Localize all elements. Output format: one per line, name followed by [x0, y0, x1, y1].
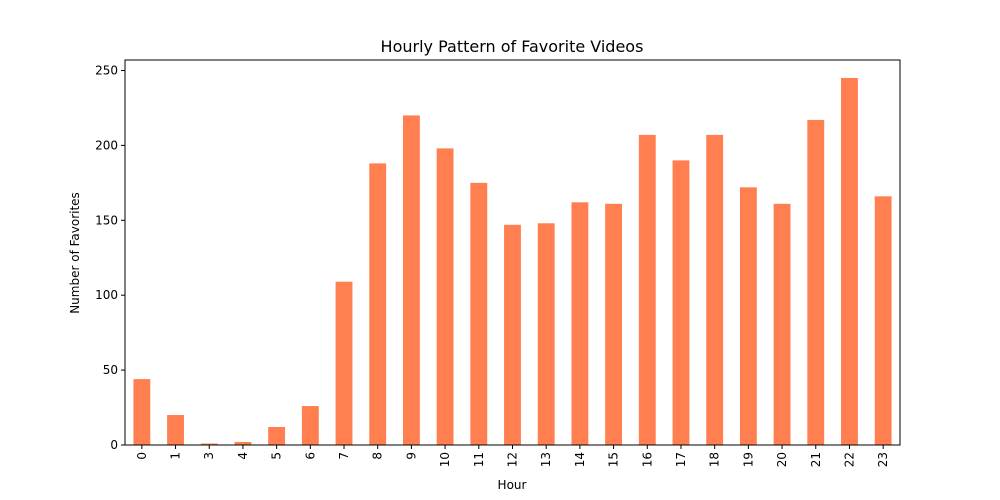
- bar-hour-4: [234, 442, 252, 445]
- bar-hour-1: [167, 415, 184, 445]
- x-tick-label: 22: [842, 452, 856, 467]
- bar-hour-14: [571, 202, 589, 445]
- x-tick-label: 11: [472, 452, 486, 467]
- bar-hour-12: [504, 224, 521, 445]
- x-tick-label: 3: [202, 452, 216, 460]
- x-tick-label: 20: [775, 452, 789, 467]
- x-tick-label: 16: [640, 452, 654, 467]
- x-tick-label: 1: [169, 452, 183, 460]
- bar-hour-15: [605, 203, 623, 445]
- bar-hour-8: [369, 163, 387, 445]
- bar-hour-20: [773, 203, 791, 445]
- bar-hour-18: [706, 134, 724, 446]
- bar-hour-10: [436, 148, 454, 446]
- chart-title: Hourly Pattern of Favorite Videos: [381, 37, 644, 56]
- x-tick-label: 19: [741, 452, 755, 467]
- y-axis: 0 50 100 150 200 250: [95, 63, 125, 452]
- y-tick-label: 50: [103, 363, 118, 377]
- y-tick-label: 150: [95, 213, 118, 227]
- x-tick-label: 5: [270, 452, 284, 460]
- x-tick-label: 14: [573, 452, 587, 467]
- bar-hour-17: [672, 160, 690, 446]
- y-tick-label: 250: [95, 63, 118, 77]
- x-tick-label: 0: [135, 452, 149, 460]
- y-tick-label: 100: [95, 288, 118, 302]
- bars-group: [133, 77, 892, 446]
- x-tick-label: 7: [337, 452, 351, 460]
- plot-frame: [124, 59, 901, 446]
- bar-hour-5: [268, 427, 286, 445]
- bar-hour-19: [739, 187, 757, 445]
- x-tick-label: 17: [674, 452, 688, 467]
- x-axis-title: Hour: [498, 478, 527, 492]
- bar-hour-23: [874, 196, 892, 445]
- x-tick-label: 10: [438, 452, 452, 467]
- bar-hour-3: [200, 443, 218, 445]
- bar-hour-0: [133, 379, 151, 445]
- x-tick-label: 13: [539, 452, 553, 467]
- bar-hour-21: [807, 119, 825, 445]
- x-tick-label: 21: [809, 452, 823, 467]
- x-tick-label: 9: [404, 452, 418, 460]
- x-tick-label: 4: [236, 452, 250, 460]
- x-tick-label: 15: [607, 452, 621, 467]
- bar-hour-7: [335, 281, 353, 445]
- x-tick-label: 6: [303, 452, 317, 460]
- bar-hour-16: [638, 134, 656, 446]
- bar-hour-9: [402, 115, 420, 446]
- bar-hour-13: [537, 223, 555, 445]
- x-tick-label: 23: [876, 452, 890, 467]
- bar-hour-11: [470, 182, 488, 446]
- y-axis-title: Number of Favorites: [68, 192, 82, 314]
- bar-hour-22: [841, 77, 858, 445]
- x-tick-label: 18: [708, 452, 722, 467]
- y-tick-label: 0: [110, 438, 118, 452]
- x-tick-label: 12: [506, 452, 520, 467]
- bar-hour-6: [301, 406, 319, 445]
- x-tick-label: 8: [371, 452, 385, 460]
- y-tick-label: 200: [95, 138, 118, 152]
- x-axis: 0 1 3 4 5 6 7 8 9 10 11 12 13 14 15 16 17 18 19 20 21 22 23: [135, 445, 890, 467]
